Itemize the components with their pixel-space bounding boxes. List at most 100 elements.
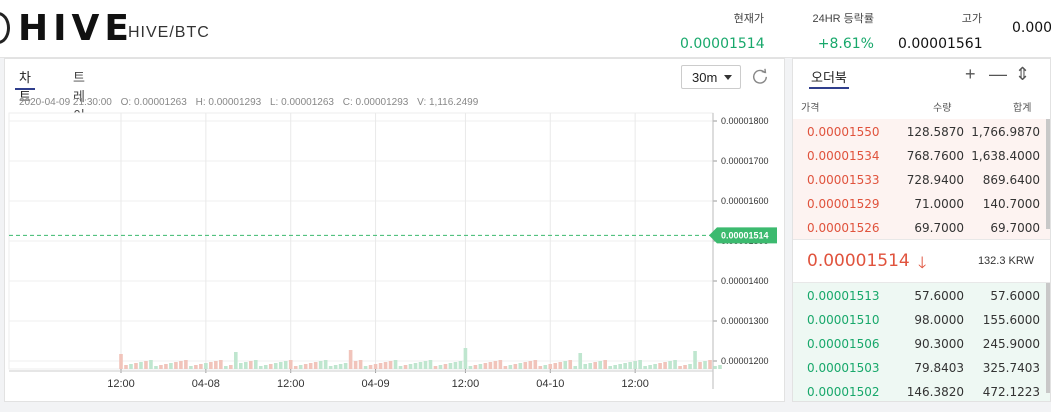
volume-bar [538,366,543,369]
volume-bar [204,363,208,369]
current-price-tag-label: 0.00001514 [721,230,769,240]
ohlc-open: O: 0.00001263 [120,97,187,108]
volume-bar [214,361,218,369]
header-price: 가격 [801,103,820,114]
ask-price: 0.00001534 [807,149,880,163]
x-tick-label: 04-08 [192,378,220,390]
ask-total: 1,766.9870 [971,125,1040,139]
volume-bar [403,365,408,369]
current-price-tag [709,227,777,244]
stat-label: 24HR 등락률 [812,13,874,25]
interval-value: 30m [692,70,718,85]
volume-bar [383,362,388,369]
volume-bar [523,362,528,369]
split-view-icon[interactable]: ⇕ [1015,64,1031,84]
volume-bar [283,361,288,369]
ohlc-high: H: 0.00001293 [195,97,262,108]
coin-name: HIVE [18,8,134,49]
volume-bar [548,364,553,369]
volume-bar [513,364,518,369]
volume-bar [209,362,213,369]
y-tick-label: 0.00001400 [721,276,769,286]
bid-row[interactable]: 0.00001503 79.8403 325.7403 [793,355,1050,379]
bid-price: 0.00001513 [807,289,880,303]
trading-pair: HIVE/BTC [128,24,210,41]
ask-qty: 128.5870 [906,125,964,139]
chart-panel: 차트 트레이딩뷰 30m 2020-04-09 21:30:00 O: 0.00… [4,58,785,402]
bid-price: 0.00001502 [807,385,880,399]
tab-chart[interactable]: 차트 [15,67,35,105]
volume-bar [189,366,193,369]
volume-bar [698,362,702,369]
bid-qty: 79.8403 [914,361,964,375]
volume-bar [179,361,183,369]
volume-bar [298,365,303,369]
ask-row[interactable]: 0.00001533 728.9400 869.6400 [793,167,1050,191]
bid-total: 325.7403 [982,361,1040,375]
volume-bar [273,363,278,369]
x-tick-label: 12:00 [277,378,305,390]
ask-row[interactable]: 0.00001526 69.7000 69.7000 [793,215,1050,239]
volume-bar [703,361,707,369]
volume-bar [293,366,298,369]
interval-select[interactable]: 30m [681,65,741,89]
volume-bar [154,366,158,369]
volume-bar [149,360,153,369]
ask-row[interactable]: 0.00001534 768.7600 1,638.4000 [793,143,1050,167]
x-tick-label: 12:00 [452,378,480,390]
refresh-icon[interactable] [751,67,769,85]
bid-total: 472.1223 [982,385,1040,399]
market-header: HIVE HIVE/BTC 현재가 0.00001514 24HR 등락률 +8… [0,0,1051,58]
bid-row[interactable]: 0.00001510 98.0000 155.6000 [793,307,1050,331]
volume-bar [358,360,363,369]
mid-price-krw: 132.3 KRW [977,255,1034,267]
volume-bar [134,363,138,369]
volume-bar [498,360,503,369]
bid-row[interactable]: 0.00001513 57.6000 57.6000 [793,283,1050,307]
volume-bar [508,365,513,369]
volume-bar [423,361,428,369]
bid-row[interactable]: 0.00001506 90.3000 245.9000 [793,331,1050,355]
volume-bar [573,366,578,369]
stat-value: 0.0000 [1012,20,1051,36]
ask-list: 0.00001550 128.5870 1,766.9870 0.0000153… [793,119,1050,239]
volume-bar [473,365,478,369]
bid-total: 245.9000 [982,337,1040,351]
tab-orderbook[interactable]: 오더북 [809,67,849,89]
zoom-in-icon[interactable]: + [965,64,976,84]
volume-bar [194,365,198,369]
volume-bar [313,362,318,369]
orderbook-header: 가격 수량 합계 [793,99,1050,119]
volume-bar [199,364,203,369]
volume-bar [388,361,393,369]
price-chart[interactable]: 0.000018000.000017000.000016000.00001500… [5,107,784,401]
orderbook-panel: 오더북 + — ⇕ 가격 수량 합계 0.00001550 128.5870 1… [792,58,1051,402]
x-tick-label: 12:00 [107,378,135,390]
volume-bar [353,361,358,369]
ohlc-volume: V: 1,116.2499 [417,97,479,108]
zoom-out-icon[interactable]: — [989,64,1007,84]
volume-bar [453,362,458,369]
y-tick-label: 0.00001300 [721,316,769,326]
bid-row[interactable]: 0.00001502 146.3820 472.1223 [793,379,1050,401]
volume-bar [164,364,168,369]
bid-list: 0.00001513 57.6000 57.6000 0.00001510 98… [793,283,1050,401]
bid-scrollbar[interactable] [1046,283,1050,393]
stat-truncated: 0.0000 [1012,10,1051,36]
volume-bar [603,360,607,369]
volume-bar [408,364,413,369]
volume-bar [643,366,647,369]
volume-bar [593,362,598,369]
ask-row[interactable]: 0.00001529 71.0000 140.7000 [793,191,1050,215]
ask-row[interactable]: 0.00001550 128.5870 1,766.9870 [793,119,1050,143]
mid-price: 0.00001514 [807,251,910,271]
stat-label: 고가 [961,13,982,25]
volume-bar [229,365,233,369]
volume-bar [124,365,128,369]
volume-bar [463,348,468,369]
volume-bar [693,351,697,369]
ask-scrollbar[interactable] [1046,119,1050,229]
bid-price: 0.00001510 [807,313,880,327]
ask-price: 0.00001526 [807,221,880,235]
volume-bar [224,366,228,369]
